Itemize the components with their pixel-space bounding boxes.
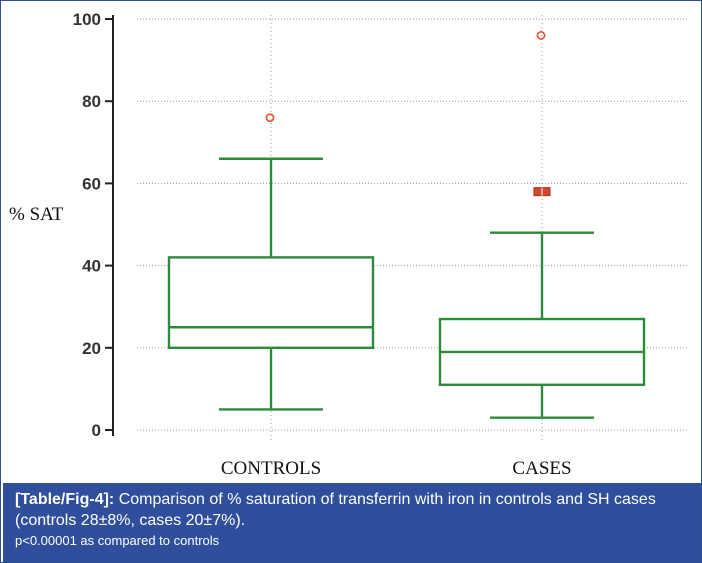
y-tick-label-80: 80 [82,92,101,111]
caption-main: [Table/Fig-4]: Comparison of % saturatio… [15,489,689,531]
figure-caption: [Table/Fig-4]: Comparison of % saturatio… [3,483,701,562]
box-controls [167,113,375,411]
caption-note: p<0.00001 as compared to controls [15,533,220,548]
y-tick-label-100: 100 [73,10,101,29]
caption-text: Comparison of % saturation of transferri… [15,491,656,529]
y-axis: 0 20 40 60 80 100 [73,10,114,440]
iqr-box [167,256,375,350]
outlier-point-0 [536,31,546,40]
y-tick-label-0: 0 [92,421,101,440]
y-tick-label-40: 40 [82,257,101,276]
box-plot-chart: 0 20 40 60 80 100 % SAT CONTROLS CASES [9,10,688,479]
boxes [167,31,646,419]
x-category-label-controls: CONTROLS [221,458,321,479]
y-tick-label-60: 60 [82,174,101,193]
y-tick-label-20: 20 [82,339,101,358]
box-cases [438,31,646,419]
outlier-point-0 [265,113,275,123]
y-axis-title: % SAT [9,204,64,225]
x-category-label-cases: CASES [512,458,571,479]
caption-label: [Table/Fig-4]: [15,491,115,508]
labels: % SAT CONTROLS CASES [9,204,572,479]
